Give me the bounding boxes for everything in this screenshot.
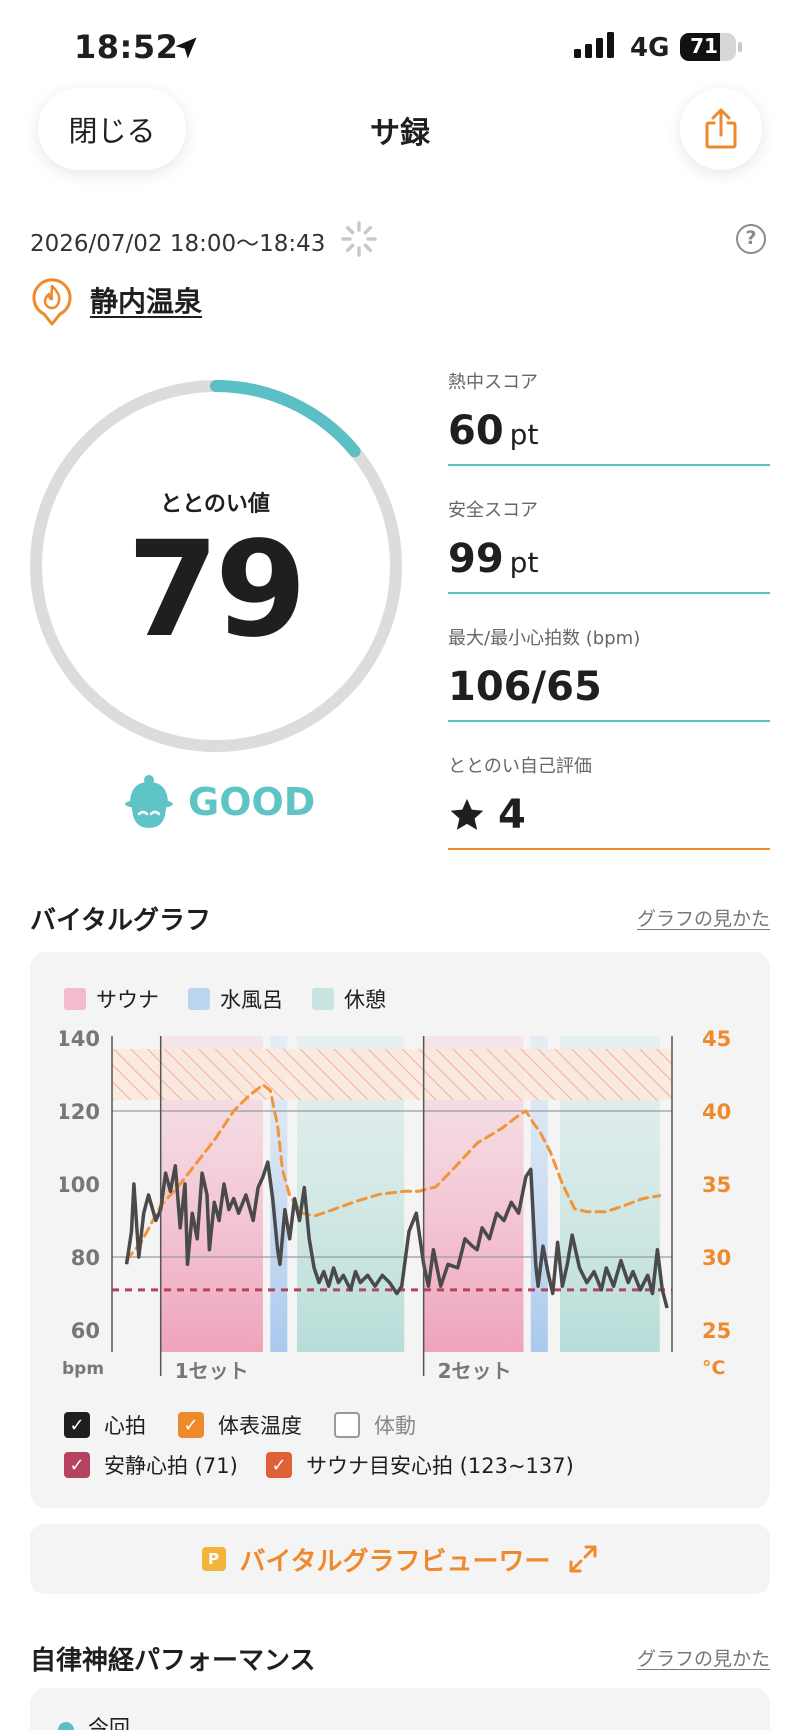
self-rating-label: ととのい自己評価 <box>448 756 592 777</box>
toggle-label: サウナ目安心拍 (123~137) <box>306 1454 574 1478</box>
network-type: 4G <box>630 33 670 63</box>
safety-score-unit: pt <box>509 546 539 579</box>
status-bar: 18:52 4G 71 <box>0 0 800 90</box>
heat-score-unit: pt <box>509 418 539 451</box>
toggle-heart-rate[interactable]: ✓ 心拍 <box>64 1410 146 1440</box>
share-button[interactable] <box>680 88 762 170</box>
sauna-hat-face-icon <box>125 775 173 828</box>
heart-rate-line <box>124 1160 669 1309</box>
checkbox-checked-icon: ✓ <box>178 1412 204 1438</box>
vital-graph-title: バイタルグラフ <box>30 906 211 936</box>
y-tick-label: 120 <box>60 1100 100 1124</box>
self-rating-value: 4 <box>498 792 526 838</box>
vital-graph-viewer-button[interactable]: P バイタルグラフビューワー <box>30 1524 770 1594</box>
heart-rate-range: 最大/最小心拍数 (bpm) 106/65 <box>448 624 770 722</box>
legend-label: 今回 <box>88 1716 130 1730</box>
safety-score: 安全スコア 99 pt <box>448 496 770 594</box>
legend-swatch <box>64 988 86 1010</box>
vital-graph-viewer-label: バイタルグラフビューワー <box>239 1546 551 1577</box>
totonoi-gauge <box>30 380 402 752</box>
totonoi-label: ととのい値 <box>160 492 270 517</box>
toggle-label: 体動 <box>374 1414 416 1438</box>
heat-score-label: 熱中スコア <box>448 372 538 393</box>
checkbox-checked-icon: ✓ <box>64 1452 90 1478</box>
legend-cold-bath: 水風呂 <box>188 984 283 1014</box>
star-icon <box>450 798 484 830</box>
divider <box>448 848 770 850</box>
share-icon <box>705 108 737 149</box>
heart-rate-range-label: 最大/最小心拍数 (bpm) <box>448 628 641 649</box>
set-label: 2セット <box>438 1359 512 1383</box>
y2-tick-label: 40 <box>702 1100 731 1124</box>
legend-sauna: サウナ <box>64 984 159 1014</box>
divider <box>448 592 770 594</box>
totonoi-mood: GOOD <box>188 780 316 824</box>
checkbox-checked-icon: ✓ <box>64 1412 90 1438</box>
legend-label: 休憩 <box>344 988 386 1012</box>
safety-score-label: 安全スコア <box>448 500 538 521</box>
totonoi-value: 79 <box>127 513 307 667</box>
temperature-line <box>125 1082 662 1262</box>
battery-level: 71 <box>690 34 718 58</box>
checkbox-unchecked-icon <box>334 1412 360 1438</box>
autonomic-card: 今回 <box>30 1688 770 1730</box>
y2-tick-label: 35 <box>702 1173 731 1197</box>
vital-graph-help-link[interactable]: グラフの見かた <box>636 908 770 930</box>
divider <box>448 720 770 722</box>
help-icon[interactable]: ? <box>736 224 766 254</box>
heart-rate-range-value: 106/65 <box>448 664 602 710</box>
expand-icon <box>569 1545 597 1573</box>
toggle-label: 心拍 <box>104 1414 146 1438</box>
sauna-target-hr-band <box>112 1048 672 1101</box>
safety-score-value: 99 <box>448 536 504 582</box>
toggle-sauna-target-hr[interactable]: ✓ サウナ目安心拍 (123~137) <box>266 1450 574 1480</box>
y-axis-unit: bpm <box>62 1359 104 1379</box>
battery-icon: 71 <box>680 33 736 61</box>
legend-rest: 休憩 <box>312 984 386 1014</box>
y-tick-label: 100 <box>60 1173 100 1197</box>
divider <box>448 464 770 466</box>
y2-axis-unit: °C <box>702 1357 725 1379</box>
autonomic-performance-title: 自律神経パフォーマンス <box>30 1646 316 1676</box>
toggle-label: 安静心拍 (71) <box>104 1454 238 1478</box>
checkbox-checked-icon: ✓ <box>266 1452 292 1478</box>
heat-score-value: 60 <box>448 408 504 454</box>
legend-swatch <box>188 988 210 1010</box>
self-rating[interactable]: ととのい自己評価 4 <box>448 752 770 850</box>
status-time: 18:52 <box>74 28 179 66</box>
vital-chart[interactable]: 140 120 100 80 60 bpm 45 40 35 30 25 °C 1セット 2セット <box>60 1030 740 1398</box>
toggle-label: 体表温度 <box>218 1414 302 1438</box>
legend-dot <box>58 1722 74 1730</box>
legend-swatch <box>312 988 334 1010</box>
premium-badge-icon: P <box>201 1547 226 1571</box>
y2-tick-label: 30 <box>702 1246 731 1270</box>
page-title: サ録 <box>370 116 430 151</box>
y-tick-label: 80 <box>71 1246 100 1270</box>
y2-tick-label: 45 <box>702 1030 731 1051</box>
cellular-signal-icon <box>574 32 614 58</box>
facility-name-link[interactable]: 静内温泉 <box>90 285 203 318</box>
y2-tick-label: 25 <box>702 1319 731 1343</box>
y-tick-label: 60 <box>71 1319 100 1343</box>
y-tick-label: 140 <box>60 1030 100 1051</box>
battery-cap <box>738 42 742 52</box>
heat-score: 熱中スコア 60 pt <box>448 368 770 466</box>
totonoi-gauge-progress <box>210 380 361 458</box>
autonomic-graph-help-link[interactable]: グラフの見かた <box>636 1648 770 1670</box>
toggle-rest-hr[interactable]: ✓ 安静心拍 (71) <box>64 1450 238 1480</box>
location-arrow-icon <box>175 37 197 59</box>
sauna-facility-icon <box>32 278 72 326</box>
legend-label: サウナ <box>96 988 159 1012</box>
session-datetime: 2026/07/02 18:00～18:43 <box>30 231 326 257</box>
legend-label: 水風呂 <box>220 988 283 1012</box>
close-button[interactable]: 閉じる <box>38 88 186 170</box>
toggle-body-temp[interactable]: ✓ 体表温度 <box>178 1410 302 1440</box>
loading-spinner-icon <box>341 221 377 257</box>
set-label: 1セット <box>175 1359 249 1383</box>
toggle-body-motion[interactable]: 体動 <box>334 1410 416 1440</box>
